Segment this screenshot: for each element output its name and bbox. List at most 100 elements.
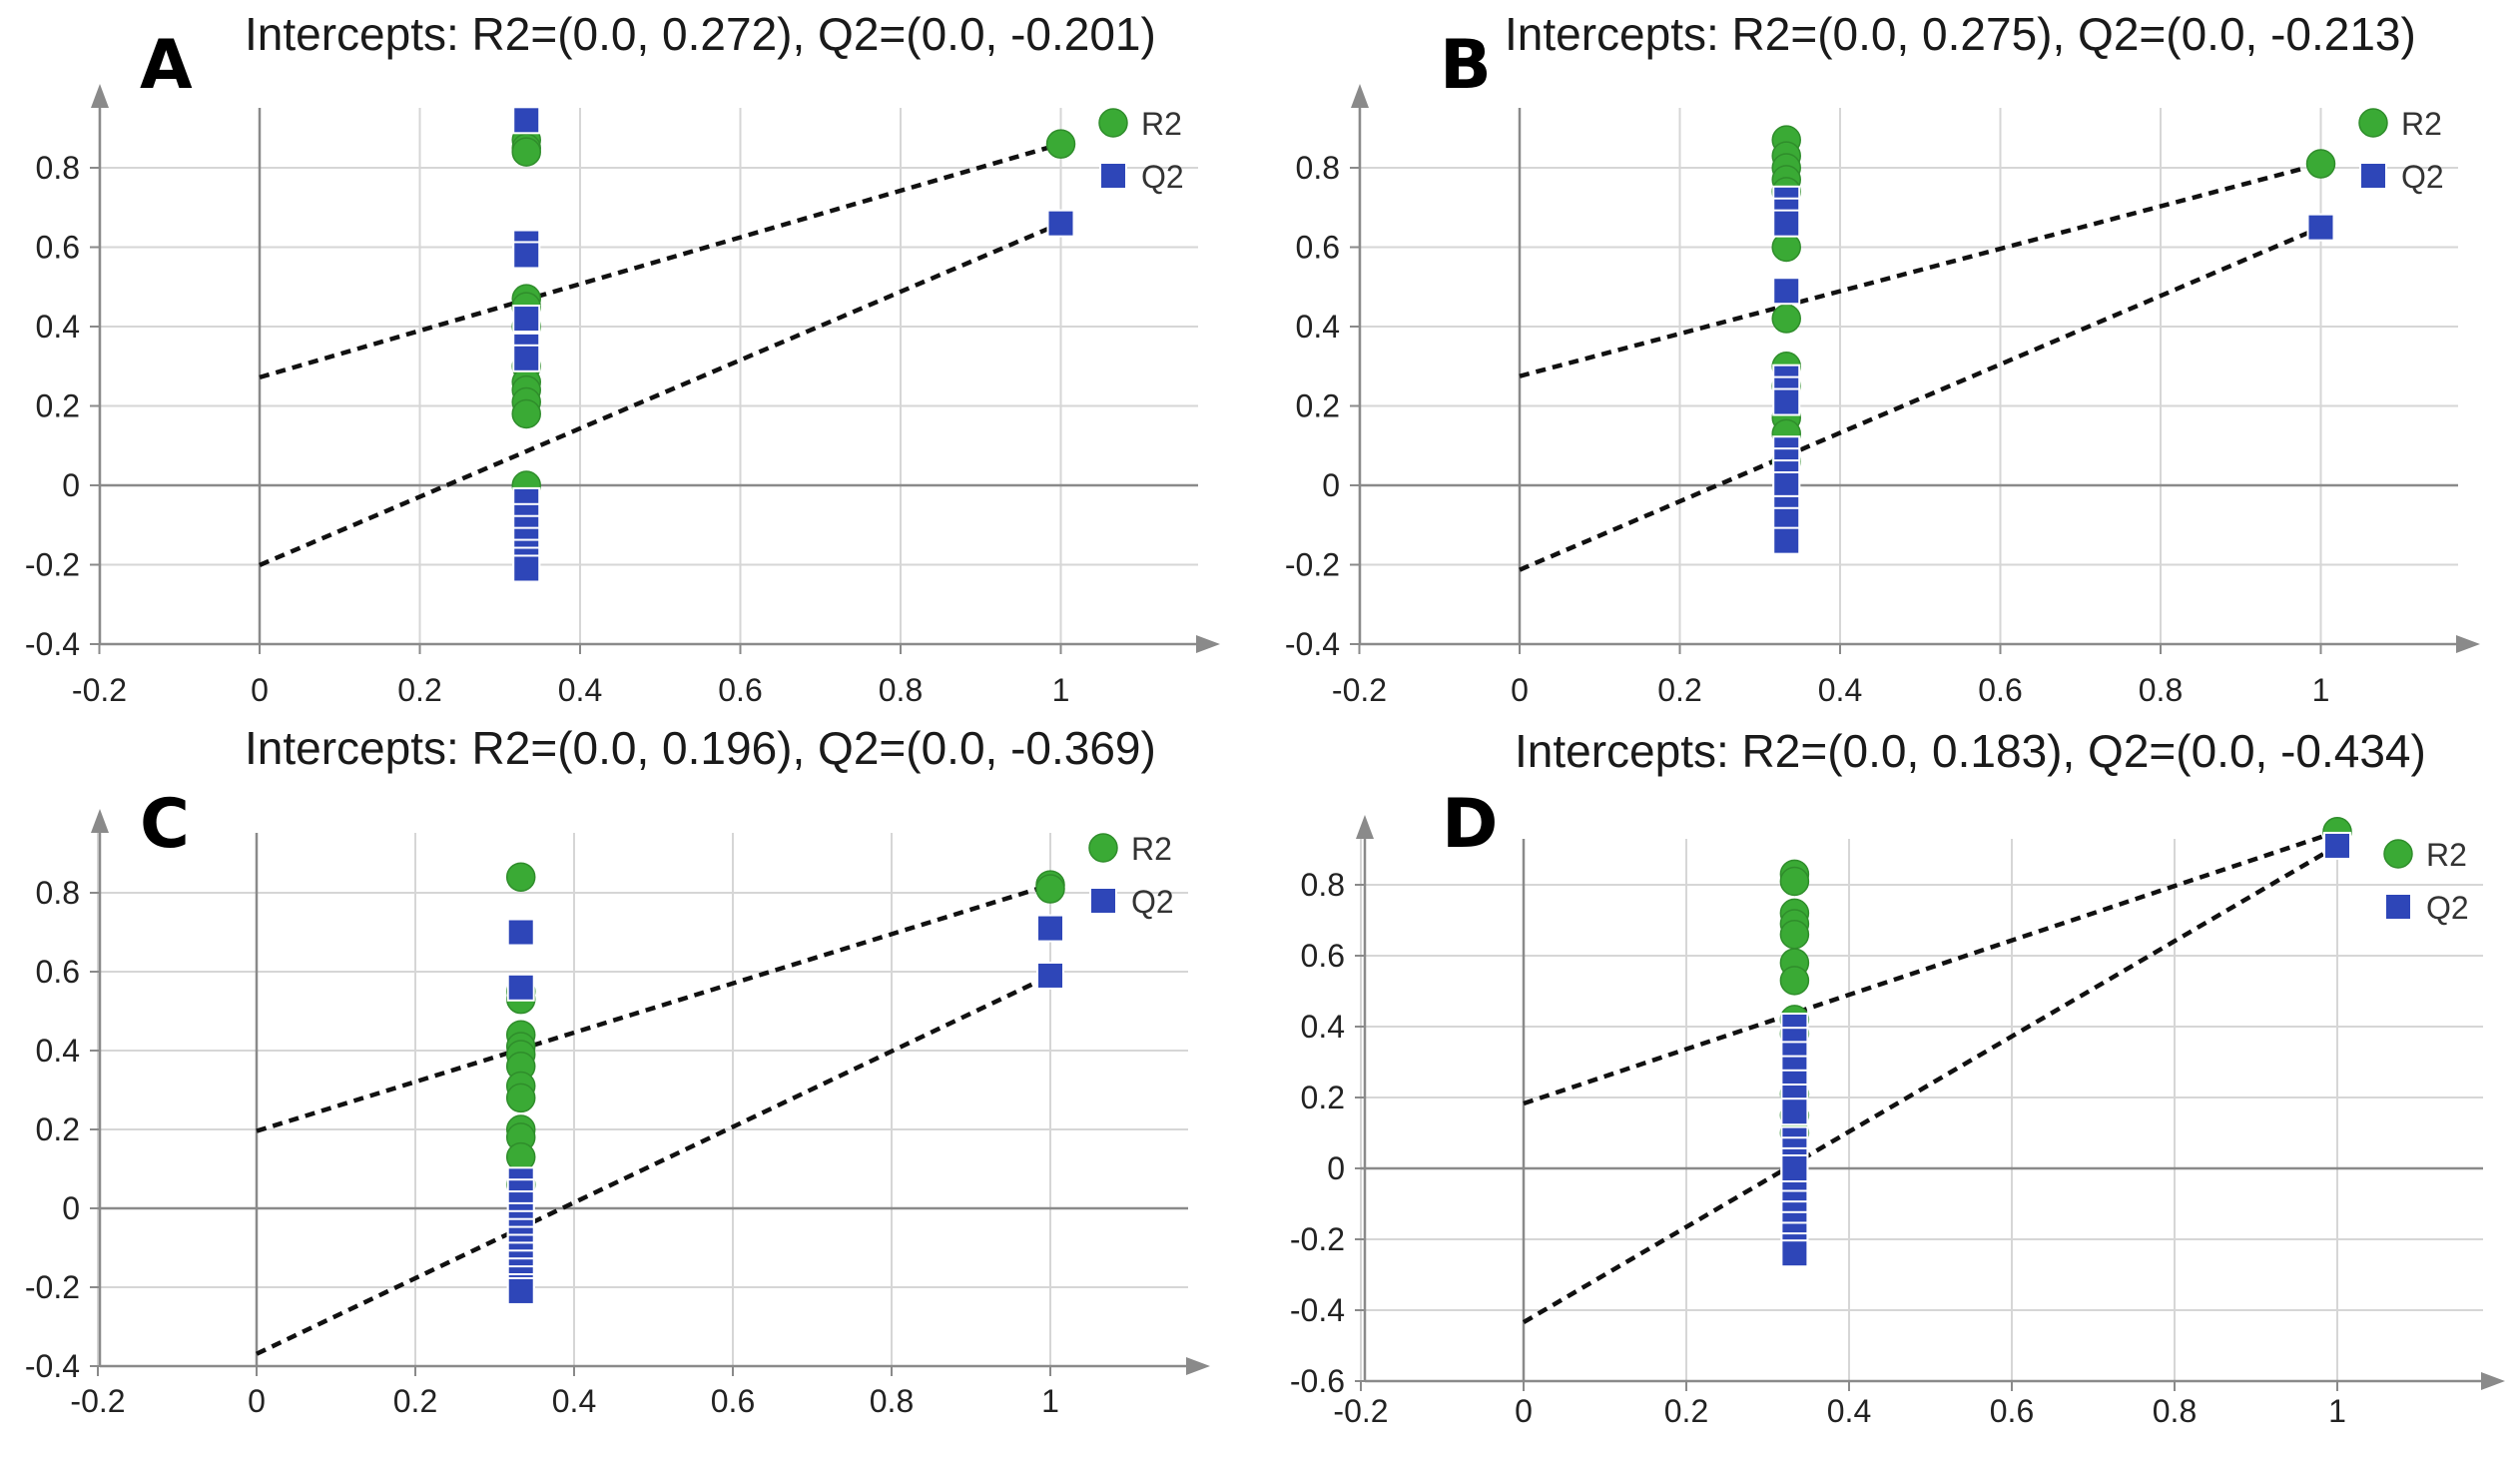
q2-point — [512, 305, 541, 334]
r2-point — [1771, 304, 1801, 334]
q2-point — [1046, 209, 1075, 238]
q2-regression-line — [1522, 844, 2339, 1325]
x-tick-label: -0.2 — [70, 1383, 125, 1419]
y-tick-label: 0.8 — [36, 875, 80, 911]
r2-regression-line — [1523, 829, 2338, 1106]
x-tick-label: 0.6 — [711, 1383, 755, 1419]
chart-title: Intercepts: R2=(0.0, 0.272), Q2=(0.0, -0… — [245, 8, 1156, 60]
r2-regression-line — [259, 141, 1062, 380]
chart-title: Intercepts: R2=(0.0, 0.275), Q2=(0.0, -0… — [1505, 8, 2416, 60]
x-tick-label: -0.2 — [72, 672, 127, 708]
x-tick-label: 0.6 — [718, 672, 762, 708]
legend-r2-marker — [2383, 839, 2413, 869]
y-tick-label: 0.4 — [36, 309, 80, 345]
q2-point — [506, 1276, 535, 1305]
x-tick-label: 0.2 — [393, 1383, 437, 1419]
q2-regression-line — [1519, 225, 2322, 572]
y-tick-label: 0.2 — [36, 1111, 80, 1147]
y-tick-label: -0.4 — [1285, 626, 1340, 662]
r2-point — [2305, 149, 2336, 179]
y-tick-label: 0 — [1322, 467, 1340, 503]
x-tick-label: 0.2 — [1664, 1393, 1708, 1429]
y-axis-arrow — [91, 809, 109, 833]
r2-point — [505, 1083, 536, 1113]
y-tick-label: 0.4 — [1301, 1009, 1345, 1045]
y-tick-label: -0.2 — [25, 1269, 80, 1305]
y-tick-label: 0.6 — [1296, 230, 1340, 266]
y-tick-label: 0.6 — [36, 954, 80, 990]
r2-point — [1779, 919, 1810, 950]
y-tick-label: -0.4 — [1290, 1292, 1345, 1328]
q2-point — [1772, 526, 1801, 555]
panel-b: Intercepts: R2=(0.0, 0.275), Q2=(0.0, -0… — [1285, 8, 2480, 708]
y-tick-label: 0.4 — [1296, 309, 1340, 345]
x-tick-label: 0.2 — [397, 672, 441, 708]
q2-point — [1780, 1154, 1809, 1182]
r2-point — [1035, 874, 1065, 904]
panel-label: D — [1442, 785, 1498, 864]
y-tick-label: -0.2 — [1285, 547, 1340, 583]
legend-q2-label: Q2 — [1131, 884, 1174, 920]
x-tick-label: 0.8 — [2139, 672, 2183, 708]
y-tick-label: 0 — [1327, 1150, 1345, 1186]
y-tick-label: 0.4 — [36, 1033, 80, 1069]
y-axis-arrow — [1351, 84, 1369, 108]
y-tick-label: 0 — [62, 1190, 80, 1226]
x-tick-label: 1 — [2312, 672, 2330, 708]
y-tick-label: 0.8 — [1296, 150, 1340, 186]
panel-d: Intercepts: R2=(0.0, 0.183), Q2=(0.0, -0… — [1290, 725, 2505, 1429]
x-tick-label: 0.2 — [1657, 672, 1701, 708]
y-axis-arrow — [91, 84, 109, 108]
x-axis-arrow — [2481, 1372, 2505, 1390]
y-tick-label: 0.6 — [1301, 938, 1345, 974]
q2-regression-line — [256, 973, 1051, 1356]
y-tick-label: 0.8 — [36, 150, 80, 186]
y-axis-arrow — [1356, 815, 1374, 839]
q2-point — [1772, 387, 1801, 416]
x-tick-label: 0 — [1515, 1393, 1533, 1429]
q2-point — [1772, 471, 1801, 499]
x-tick-label: 0 — [248, 1383, 266, 1419]
r2-point — [1779, 866, 1810, 897]
q2-point — [512, 554, 541, 583]
legend-r2-label: R2 — [2426, 837, 2467, 873]
legend-q2-label: Q2 — [2401, 159, 2444, 195]
x-tick-label: 0.8 — [870, 1383, 914, 1419]
x-tick-label: 0.4 — [1827, 1393, 1871, 1429]
x-axis-arrow — [1186, 1357, 1210, 1375]
r2-regression-line — [256, 882, 1051, 1133]
r2-regression-line — [1519, 161, 2322, 378]
q2-point — [1780, 1239, 1809, 1268]
r2-point — [511, 398, 541, 429]
x-tick-label: 1 — [2328, 1393, 2346, 1429]
panel-label: A — [140, 26, 193, 105]
y-tick-label: -0.2 — [25, 547, 80, 583]
legend-r2-marker — [1098, 108, 1128, 138]
q2-point — [1772, 209, 1801, 238]
legend-r2-label: R2 — [2401, 106, 2442, 142]
q2-point — [512, 241, 541, 270]
legend-q2-marker — [1099, 162, 1127, 190]
q2-point — [512, 344, 541, 372]
q2-point — [1036, 961, 1064, 990]
x-tick-label: 1 — [1041, 1383, 1059, 1419]
r2-point — [1779, 966, 1810, 996]
q2-point — [1036, 914, 1064, 943]
x-tick-label: 0.8 — [2153, 1393, 2197, 1429]
legend-q2-label: Q2 — [2426, 890, 2469, 926]
x-tick-label: 0.8 — [879, 672, 923, 708]
y-tick-label: 0.8 — [1301, 867, 1345, 903]
x-tick-label: 1 — [1052, 672, 1070, 708]
r2-point — [1045, 129, 1076, 159]
y-tick-label: -0.6 — [1290, 1363, 1345, 1399]
x-tick-label: 0.4 — [558, 672, 602, 708]
x-tick-label: 0.4 — [1818, 672, 1862, 708]
r2-point — [1771, 232, 1801, 263]
y-tick-label: -0.4 — [25, 626, 80, 662]
q2-point — [1772, 277, 1801, 306]
y-tick-label: -0.4 — [25, 1348, 80, 1384]
r2-point — [511, 137, 541, 167]
y-tick-label: 0.6 — [36, 230, 80, 266]
q2-point — [2306, 213, 2335, 242]
legend-r2-label: R2 — [1131, 831, 1172, 867]
